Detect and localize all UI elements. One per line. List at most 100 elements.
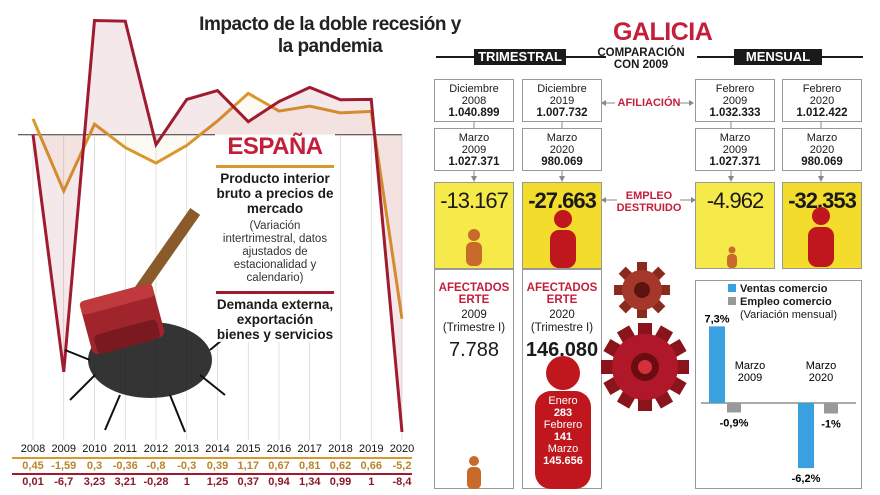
legend-exports-title: Demanda externa, exportación bienes y se… xyxy=(216,297,334,342)
bar-empleo-label: -0,9% xyxy=(720,417,749,429)
bar-empleo xyxy=(727,403,741,413)
erte-quarter: (Trimestre I) xyxy=(530,322,594,334)
gdp-value-label: 0,39 xyxy=(206,460,229,472)
year-label: 2008 xyxy=(20,443,46,455)
afil-period: Diciembre xyxy=(449,83,499,95)
period-year: 2020 xyxy=(809,372,833,384)
legend-gdp-subtitle: (Variación intertrimestral, datos ajusta… xyxy=(222,220,328,284)
bar-ventas-label: -6,2% xyxy=(792,473,821,485)
exports-value-label: -0,28 xyxy=(143,476,169,488)
year-label: 2015 xyxy=(236,443,261,455)
march-period: Marzo xyxy=(546,132,578,144)
march-value: 980.069 xyxy=(801,156,843,168)
bar-ventas-label: 7,3% xyxy=(704,313,729,325)
afil-period: Febrero xyxy=(715,83,755,95)
afil-year: 2008 xyxy=(461,95,487,107)
march-cell-2020-m: Marzo 2020 980.069 xyxy=(782,128,862,171)
chart-title: Impacto de la doble recesión y la pandem… xyxy=(199,14,461,57)
erte-person-large xyxy=(535,356,591,489)
spain-legend-box: ESPAÑA Producto interior bruto a precios… xyxy=(215,134,335,342)
year-label: 2010 xyxy=(82,443,107,455)
gdp-value-label: -0,8 xyxy=(146,460,166,472)
year-label: 2019 xyxy=(359,443,384,455)
erte-title: ERTE xyxy=(546,294,578,306)
erte-breakdown: Enero 283 Febrero 141 Marzo 145.656 xyxy=(530,395,596,467)
series-area-1 xyxy=(33,93,402,319)
year-label: 2016 xyxy=(266,443,292,455)
exports-value-label: 0,37 xyxy=(237,476,259,488)
commerce-legend: Ventas comercio Empleo comercio (Variaci… xyxy=(728,283,863,322)
afil-period: Febrero xyxy=(802,83,842,95)
erte-year: 2020 xyxy=(549,309,575,321)
comparison-label: COMPARACIÓN CON 2009 xyxy=(597,47,685,71)
series-line-2 xyxy=(31,18,404,433)
afil-year: 2009 xyxy=(722,95,748,107)
march-cell-2009-m: Marzo 2009 1.027.371 xyxy=(695,128,775,171)
gdp-value-label: 0,81 xyxy=(299,460,321,472)
erte-title: AFECTADOS xyxy=(438,282,510,294)
afil-value: 1.012.422 xyxy=(796,107,848,119)
erte-year: 2009 xyxy=(461,309,487,321)
march-value: 1.027.371 xyxy=(709,156,761,168)
march-period: Marzo xyxy=(458,132,490,144)
year-label: 2018 xyxy=(328,443,353,455)
empleo-value: -27.663 xyxy=(528,188,597,213)
afil-cell-dec2019: Diciembre 2019 1.007.732 xyxy=(522,79,602,122)
month-label: Febrero xyxy=(543,419,583,431)
tab-mensual: MENSUAL xyxy=(734,49,822,65)
bar-empleo xyxy=(824,403,838,414)
period-label: Marzo xyxy=(806,360,837,372)
empleo-value: -13.167 xyxy=(440,188,509,213)
gdp-value-label: -5,2 xyxy=(392,460,412,472)
erte-title: ERTE xyxy=(458,294,490,306)
person-icon xyxy=(466,229,482,266)
legend-ventas-label: Ventas comercio xyxy=(740,283,828,295)
erte-block-2009: AFECTADOS ERTE 2009 (Trimestre I) 7.788 xyxy=(434,282,514,362)
empleo-label-2: DESTRUIDO xyxy=(616,202,682,214)
exports-value-label: -6,7 xyxy=(54,476,74,488)
month-label: Enero xyxy=(548,395,578,407)
exports-value-label: 3,23 xyxy=(83,476,106,488)
year-label: 2009 xyxy=(51,443,76,455)
exports-value-label: 1 xyxy=(183,476,190,488)
person-icon xyxy=(467,456,481,489)
hammer-head xyxy=(79,283,165,354)
year-label: 2020 xyxy=(389,443,415,455)
gdp-value-label: 1,17 xyxy=(237,460,259,472)
gdp-value-label: -0,36 xyxy=(112,460,138,472)
legend-gdp-title: Producto interior bruto a precios de mer… xyxy=(216,171,334,216)
galicia-heading: GALICIA xyxy=(613,18,713,46)
gdp-value-label: 0,67 xyxy=(268,460,290,472)
gdp-value-label: 0,45 xyxy=(22,460,44,472)
afiliacion-label: AFILIACIÓN xyxy=(617,97,681,109)
erte-value: 7.788 xyxy=(448,339,500,361)
exports-value-label: 1 xyxy=(368,476,375,488)
gdp-value-label: 0,66 xyxy=(360,460,382,472)
march-period: Marzo xyxy=(719,132,751,144)
series-line-1 xyxy=(31,91,404,319)
bar-empleo-label: -1% xyxy=(821,419,841,431)
legend-empleo-label: Empleo comercio xyxy=(740,296,832,308)
exports-value-label: 1,34 xyxy=(299,476,321,488)
empleo-box-2009-m: -4.962 xyxy=(695,182,775,269)
period-year: 2009 xyxy=(738,372,762,384)
hammer-illustration xyxy=(64,207,229,433)
erte-column-2009 xyxy=(434,269,514,489)
empleo-label-1: EMPLEO xyxy=(625,190,673,202)
afil-year: 2019 xyxy=(549,95,575,107)
afil-value: 1.032.333 xyxy=(709,107,761,119)
year-label: 2017 xyxy=(297,443,322,455)
exports-value-label: -8,4 xyxy=(392,476,412,488)
gear-icon xyxy=(614,262,670,318)
spain-heading: ESPAÑA xyxy=(227,133,323,160)
erte-quarter: (Trimestre I) xyxy=(442,322,506,334)
march-year: 2009 xyxy=(461,144,487,156)
exports-value-label: 1,25 xyxy=(206,476,229,488)
year-label: 2013 xyxy=(174,443,199,455)
legend-empleo: Empleo comercio xyxy=(728,296,863,309)
legend-swatch-empleo xyxy=(728,297,736,305)
afil-value: 1.007.732 xyxy=(536,107,588,119)
legend-line-gdp xyxy=(216,165,334,168)
march-year: 2020 xyxy=(549,144,575,156)
